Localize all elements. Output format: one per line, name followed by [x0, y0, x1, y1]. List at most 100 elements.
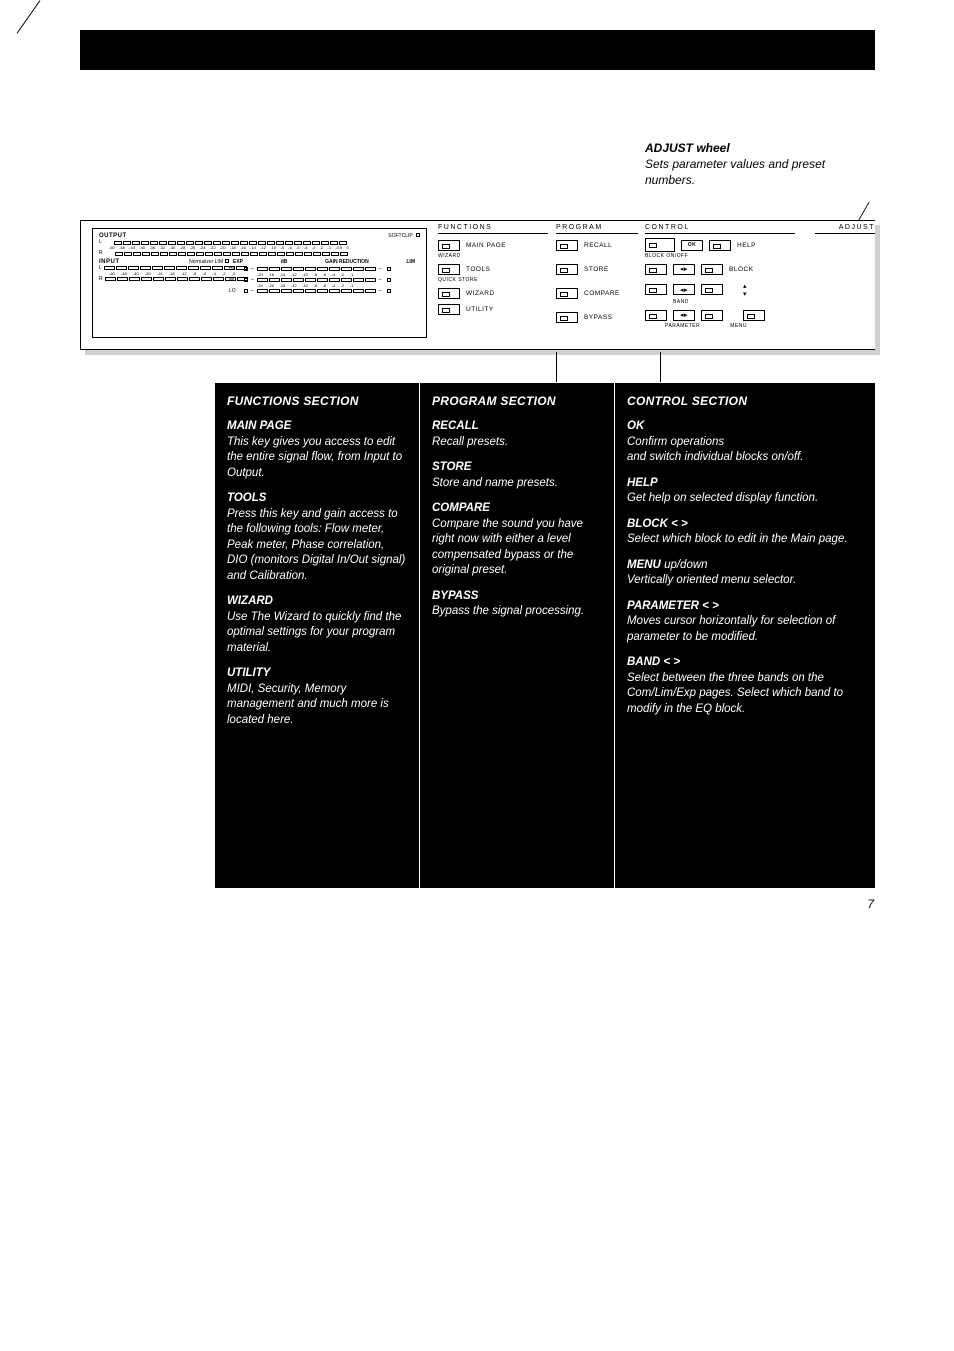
section-item: MENU up/downVertically oriented menu sel… [627, 558, 863, 589]
control-section: CONTROL SECTION OKConfirm operationsand … [615, 383, 875, 888]
adjust-cluster-title: ADJUST [815, 224, 875, 234]
input-label: INPUT [99, 259, 120, 265]
program-button[interactable] [556, 264, 578, 275]
item-heading: OK [627, 420, 644, 432]
meters-block: OUTPUT SOFTCLIP L -60-48-44-40-36-32-30-… [92, 228, 427, 338]
program-label: RECALL [584, 242, 612, 249]
block-button[interactable] [645, 264, 667, 275]
function-sublabel: WIZARD [438, 253, 548, 259]
program-button[interactable] [556, 240, 578, 251]
adjust-title: ADJUST wheel [645, 141, 730, 155]
item-heading: WIZARD [227, 595, 273, 607]
function-button[interactable] [438, 288, 460, 299]
hi-label: HI [229, 266, 239, 272]
mi-label: MI [229, 277, 239, 283]
item-heading: BAND < > [627, 656, 680, 668]
control-section-title: CONTROL SECTION [627, 393, 863, 409]
softclip-label: SOFTCLIP [388, 233, 420, 239]
band-nav[interactable]: ◂▸ [673, 284, 695, 295]
item-heading: PARAMETER < > [627, 600, 719, 612]
section-item: BLOCK < >Select which block to edit in t… [627, 517, 863, 548]
param-button[interactable] [645, 310, 667, 321]
item-body: Store and name presets. [432, 477, 558, 489]
program-label: COMPARE [584, 290, 620, 297]
ok-button[interactable]: OK [681, 240, 703, 251]
item-suffix: up/down [661, 559, 708, 571]
help-label: HELP [737, 242, 756, 249]
program-cluster: PROGRAM RECALLSTORECOMPAREBYPASS [556, 224, 638, 334]
section-item: RECALLRecall presets. [432, 419, 602, 450]
header-bar [80, 30, 875, 70]
menu-sublabel: MENU [730, 323, 747, 329]
in-r-label: R [99, 276, 103, 282]
section-item: WIZARD Use The Wizard to quickly find the… [227, 594, 407, 656]
function-label: MAIN PAGE [466, 242, 506, 249]
item-body: Get help on selected display function. [627, 492, 818, 504]
section-item: TOOLSPress this key and gain access to t… [227, 491, 407, 584]
program-label: BYPASS [584, 314, 613, 321]
program-button[interactable] [556, 312, 578, 323]
block-onoff-sublabel: BLOCK ON/OFF [645, 253, 795, 259]
section-item: UTILITY MIDI, Security, Memory management… [227, 666, 407, 728]
item-heading: MAIN PAGE [227, 420, 291, 432]
in-l-label: L [99, 265, 102, 271]
function-label: WIZARD [466, 290, 495, 297]
menu-nav[interactable]: ▴▾ [743, 284, 747, 298]
menu-button[interactable] [743, 310, 765, 321]
item-body: Compare the sound you have right now wit… [432, 518, 583, 577]
control-title: CONTROL [645, 224, 795, 234]
function-button[interactable] [438, 264, 460, 275]
program-button[interactable] [556, 288, 578, 299]
item-body: MIDI, Security, Memory management and mu… [227, 683, 389, 726]
section-item: STORE Store and name presets. [432, 460, 602, 491]
item-heading: UTILITY [227, 667, 270, 679]
control-cluster: CONTROL OK HELP BLOCK ON/OFF ◂▸ BLOCK ◂▸… [645, 224, 795, 332]
r-label: R [99, 250, 103, 256]
description-sections: FUNCTIONS SECTION MAIN PAGE This key give… [215, 383, 875, 888]
band-button[interactable] [645, 284, 667, 295]
item-body: Use The Wizard to quickly find the optim… [227, 611, 401, 654]
parameter-sublabel: PARAMETER [665, 323, 700, 329]
band-button-2[interactable] [701, 284, 723, 295]
block-label: BLOCK [729, 266, 754, 273]
item-body: Recall presets. [432, 436, 508, 448]
program-section: PROGRAM SECTION RECALLRecall presets.STO… [420, 383, 615, 888]
section-item: MAIN PAGE This key gives you access to ed… [227, 419, 407, 481]
item-heading: BLOCK < > [627, 518, 688, 530]
page: ADJUST wheel Sets parameter values and p… [0, 0, 954, 1351]
function-sublabel: QUICK STORE [438, 277, 548, 283]
block-button-2[interactable] [701, 264, 723, 275]
function-button[interactable] [438, 240, 460, 251]
item-body: Confirm operations [627, 436, 724, 448]
item-body: This key gives you access to edit the en… [227, 436, 402, 479]
section-item: PARAMETER < >Moves cursor horizontally f… [627, 599, 863, 646]
adjust-cluster: ADJUST [815, 224, 875, 238]
item-heading: COMPARE [432, 502, 490, 514]
output-leds-r [115, 252, 348, 256]
normalizer-label: Normalizer LIM [189, 259, 229, 265]
page-number: 7 [867, 897, 874, 911]
help-button[interactable] [709, 240, 731, 251]
item-heading: MENU [627, 559, 661, 571]
block-nav[interactable]: ◂▸ [673, 264, 695, 275]
param-nav[interactable]: ◂▸ [673, 310, 695, 321]
section-item: BYPASSBypass the signal processing. [432, 589, 602, 620]
function-button[interactable] [438, 304, 460, 315]
functions-section-title: FUNCTIONS SECTION [227, 393, 407, 409]
item-body: Select between the three bands on the Co… [627, 672, 843, 715]
connector-functions [17, 0, 41, 33]
gain-leds-lo [257, 289, 376, 293]
gain-leds-mi [257, 278, 376, 282]
function-label: TOOLS [466, 266, 490, 273]
param-button-2[interactable] [701, 310, 723, 321]
adjust-wheel-caption: ADJUST wheel Sets parameter values and p… [645, 140, 875, 189]
section-item: OKConfirm operationsand switch individua… [627, 419, 863, 466]
functions-section: FUNCTIONS SECTION MAIN PAGE This key give… [215, 383, 420, 888]
functions-title: FUNCTIONS [438, 224, 548, 234]
l-label: L [99, 239, 102, 245]
item-heading: STORE [432, 461, 471, 473]
output-label: OUTPUT [99, 233, 127, 239]
adjust-body: Sets parameter values and preset numbers… [645, 157, 825, 187]
ok-area-button[interactable] [645, 238, 675, 252]
item-heading: BYPASS [432, 590, 478, 602]
